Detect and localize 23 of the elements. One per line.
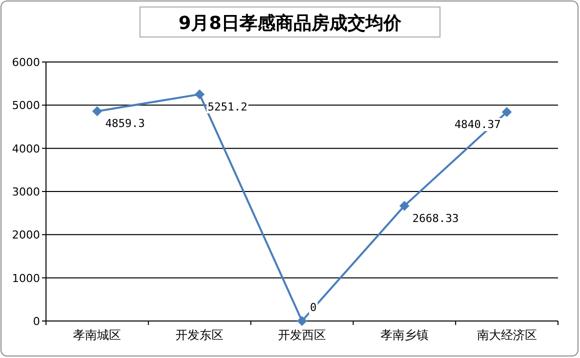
y-tick-label: 1000 [12, 272, 40, 285]
data-label: 5251.2 [208, 100, 248, 114]
x-tick-label: 开发西区 [278, 328, 326, 342]
y-tick-label: 5000 [12, 99, 40, 112]
point [502, 107, 512, 118]
x-tick-label: 孝南城区 [73, 328, 122, 342]
chart-title: 9月8日孝感商品房成交均价 [178, 13, 403, 34]
y-tick-label: 0 [33, 315, 40, 328]
x-tick-label: 孝南乡镇 [380, 328, 428, 342]
data-label: 4840.37 [454, 118, 501, 132]
point [297, 316, 307, 326]
data-label: 2668.33 [412, 212, 459, 225]
x-tick-label: 开发东区 [176, 328, 224, 342]
data-label: 4859.3 [105, 117, 145, 130]
y-tick-label: 4000 [12, 142, 40, 156]
y-tick-label: 6000 [12, 56, 40, 69]
y-tick-label: 3000 [12, 186, 40, 198]
data-label: 0 [310, 301, 317, 314]
x-tick-label: 南大经济区 [476, 328, 537, 342]
point [194, 89, 205, 100]
point [399, 200, 410, 211]
y-tick-label: 2000 [12, 228, 40, 242]
point [92, 106, 102, 116]
